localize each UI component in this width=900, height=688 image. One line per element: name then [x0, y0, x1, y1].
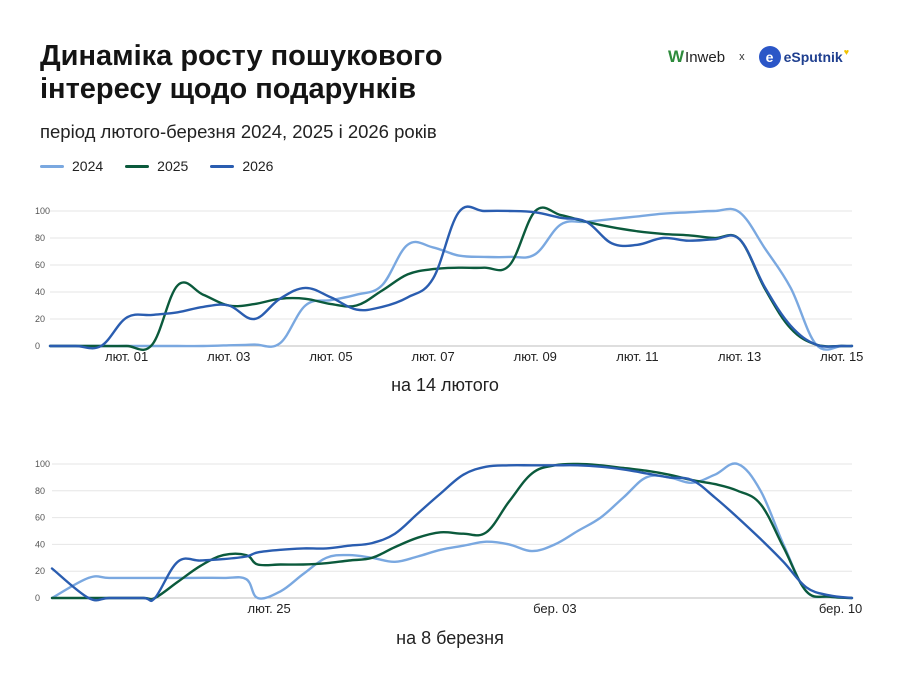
series-line-2026-chart-1 — [48, 205, 854, 350]
legend-label-2026: 2026 — [242, 158, 274, 174]
chart-caption-1: на 14 лютого — [391, 375, 499, 395]
series-line-2024-chart-2 — [50, 462, 854, 600]
series-line-2025-chart-2 — [50, 462, 854, 601]
y-tick-label-1: 60 — [35, 260, 45, 270]
y-tick-label-1: 100 — [35, 206, 50, 216]
inweb-logo-text: Inweb — [685, 48, 726, 66]
y-tick-label-1: 20 — [35, 314, 45, 324]
x-tick-label-1: лют. 13 — [718, 349, 761, 364]
series-line-2024-chart-1 — [48, 207, 854, 351]
x-tick-label-1: лют. 01 — [105, 349, 148, 364]
x-tick-label-1: лют. 05 — [309, 349, 352, 364]
x-tick-label-2: бер. 10 — [819, 601, 862, 616]
legend-swatch-2025 — [125, 164, 150, 168]
y-tick-label-1: 40 — [35, 287, 45, 297]
y-tick-label-2: 0 — [35, 593, 40, 603]
esputnik-logo: e eSputnik ♥ — [758, 46, 850, 68]
inweb-logo-mark: W — [668, 47, 685, 66]
x-tick-label-1: лют. 03 — [207, 349, 250, 364]
y-tick-label-1: 80 — [35, 233, 45, 243]
legend: 2024 2025 2026 — [40, 158, 295, 174]
y-tick-label-1: 0 — [35, 341, 40, 351]
legend-label-2024: 2024 — [72, 158, 104, 174]
y-tick-label-2: 80 — [35, 486, 45, 496]
legend-swatch-2026 — [210, 164, 235, 168]
chart-title: Динаміка росту пошукового інтересу щодо … — [40, 40, 443, 105]
legend-item-2026: 2026 — [210, 158, 273, 174]
x-tick-label-2: бер. 03 — [533, 601, 576, 616]
partner-logos: W Inweb x e eSputnik ♥ — [668, 46, 849, 68]
legend-label-2025: 2025 — [157, 158, 189, 174]
esputnik-logo-text: eSputnik — [783, 49, 843, 65]
y-tick-label-2: 20 — [35, 566, 45, 576]
x-tick-label-1: лют. 09 — [514, 349, 557, 364]
chart-caption-2: на 8 березня — [396, 628, 504, 648]
y-tick-label-2: 60 — [35, 513, 45, 523]
y-tick-label-2: 100 — [35, 459, 50, 469]
legend-item-2024: 2024 — [40, 158, 103, 174]
series-line-2026-chart-2 — [50, 464, 854, 603]
x-tick-label-1: лют. 07 — [411, 349, 454, 364]
x-tick-label-1: лют. 11 — [616, 349, 658, 364]
chart-subtitle: період лютого-березня 2024, 2025 і 2026 … — [40, 121, 437, 142]
inweb-logo: W Inweb — [668, 47, 725, 67]
x-tick-label-2: лют. 25 — [248, 601, 291, 616]
legend-item-2025: 2025 — [125, 158, 188, 174]
esputnik-logo-mark: e — [758, 46, 781, 68]
legend-swatch-2024 — [40, 164, 64, 168]
x-tick-label-1: лют. 15 — [820, 349, 863, 364]
logo-separator: x — [739, 51, 745, 63]
y-tick-label-2: 40 — [35, 539, 45, 549]
heart-icon: ♥ — [843, 47, 850, 57]
